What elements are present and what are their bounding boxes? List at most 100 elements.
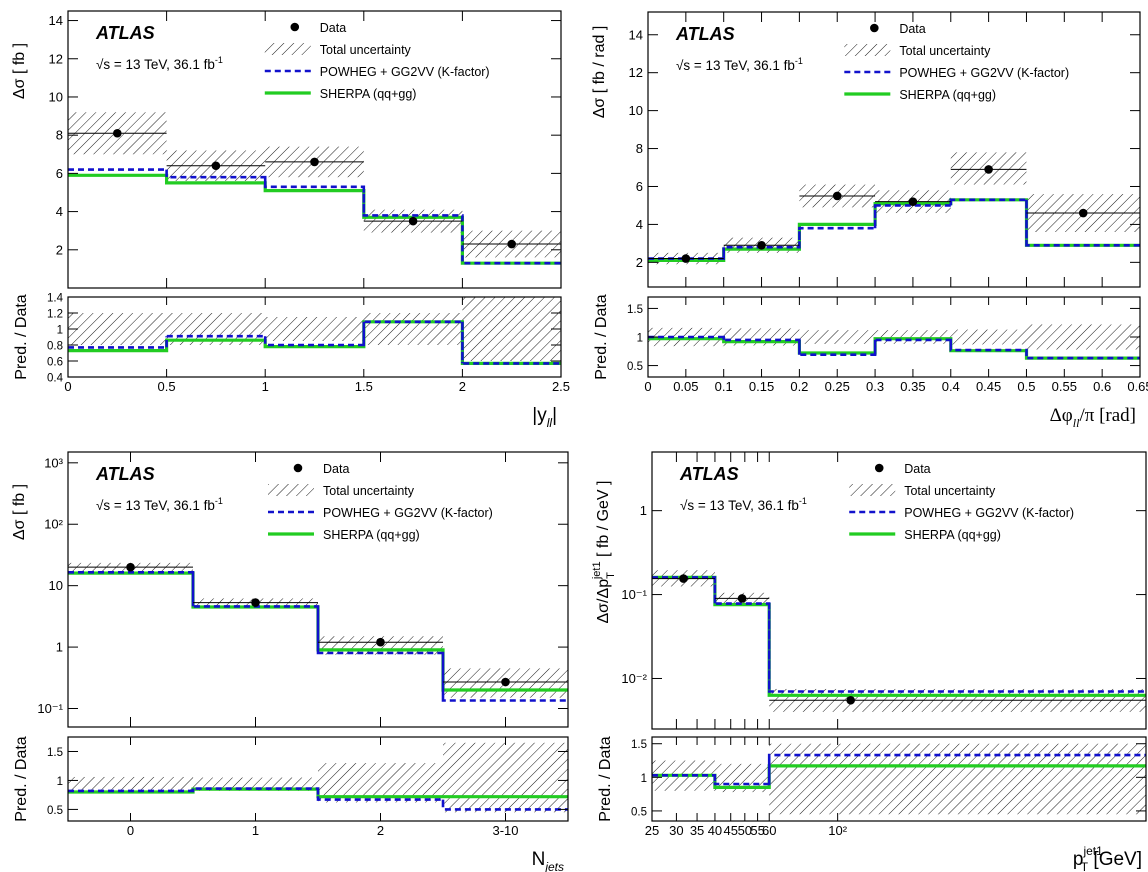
ptjet-data-point <box>846 695 855 705</box>
dphi-ratio-ylabel: Pred. / Data <box>593 294 610 379</box>
yll-ytick-label: 4 <box>56 204 63 219</box>
yll-legend-data-marker <box>290 22 300 32</box>
yll-ratio-uncertainty-band <box>68 313 167 345</box>
dphi-ratio-xtick-label: 0.15 <box>749 379 774 394</box>
yll-ytick-label: 2 <box>56 242 63 257</box>
njets-ratio-ylabel: Pred. / Data <box>13 736 30 821</box>
ptjet-ratio-ytick-label: 1.5 <box>631 739 647 751</box>
yll-ratio-ylabel: Pred. / Data <box>13 294 30 379</box>
dphi-legend-data-label: Data <box>899 22 925 36</box>
njets-ratio-uncertainty-band <box>443 742 568 813</box>
njets-ytick-label: 1 <box>56 640 63 655</box>
yll-energy-label: √s = 13 TeV, 36.1 fb-1 <box>96 55 223 72</box>
njets-legend: Data Total uncertainty POWHEG + GG2VV (K-f… <box>268 462 493 542</box>
njets-data-point <box>126 562 135 572</box>
njets-ratio-uncertainty-band <box>68 776 193 793</box>
ptjet-ratio-xtick-label: 35 <box>690 823 704 838</box>
ptjet-ytick-label: 10⁻² <box>621 671 647 686</box>
panel-dphi: 2 4 6 8 10 12 14 Δσ [ fb / rad ] 0 0.05 0.1 0.15 0.2… <box>591 11 1148 430</box>
dphi-legend-data-marker <box>870 23 879 33</box>
dphi-ratio-uncertainty-band <box>875 330 951 344</box>
panel-ptjet: 10⁻² 10⁻¹ 1 Δσ/ΔpTjet1 [ fb / GeV ] 25 30 35 40… <box>591 451 1147 872</box>
yll-ylabel: Δσ [ fb ] <box>11 43 28 99</box>
dphi-ratio-plot-area <box>648 324 1140 360</box>
njets-legend-uncertainty-label: Total uncertainty <box>323 484 415 498</box>
yll-ratio-xtick-label: 0 <box>64 379 71 394</box>
dphi-ratio-xtick-label: 0.45 <box>976 379 1001 394</box>
yll-ytick-label: 8 <box>56 128 63 143</box>
njets-atlas-label: ATLAS <box>95 464 155 484</box>
yll-ratio-powheg-line <box>68 320 561 365</box>
ptjet-ratio-ytick-label: 0.5 <box>631 806 647 818</box>
njets-ratio-xtick-label: 0 <box>127 823 134 838</box>
dphi-ratio-uncertainty-band <box>799 330 876 344</box>
dphi-ylabel: Δσ [ fb / rad ] <box>591 26 608 119</box>
dphi-ratio-xtick-label: 0.25 <box>825 379 850 394</box>
yll-data-point <box>113 128 122 138</box>
ptjet-ratio-frame <box>651 736 1147 822</box>
yll-ratio-frame <box>67 296 562 378</box>
yll-ytick-label: 10 <box>49 89 63 104</box>
ptjet-ratio-plot-area <box>652 743 1146 815</box>
ptjet-ylabel: Δσ/ΔpTjet1 [ fb / GeV ] <box>591 481 617 624</box>
ptjet-ratio-xtick-label: 55 <box>750 823 764 838</box>
dphi-ratio-xtick-label: 0.4 <box>942 379 960 394</box>
yll-ratio-ytick-label: 1 <box>57 325 63 337</box>
ptjet-ratio-ylabel: Pred. / Data <box>597 736 614 821</box>
yll-atlas-label: ATLAS <box>95 23 155 43</box>
yll-ratio-uncertainty-band <box>462 297 561 361</box>
dphi-atlas-label: ATLAS <box>675 24 735 44</box>
dphi-legend-uncertainty-label: Total uncertainty <box>899 44 991 58</box>
njets-xlabel: Njets <box>532 849 564 872</box>
ptjet-legend-data-marker <box>874 463 884 473</box>
njets-ratio-xtick-label: 2 <box>377 823 384 838</box>
ptjet-data-point <box>737 594 747 603</box>
yll-ytick-label: 6 <box>56 166 63 181</box>
panel-yll: 2 4 6 8 10 12 14 Δσ [ fb ] 0 0.5 1 1.5 2 2.5 0.4 0.6 0.8… <box>11 10 570 430</box>
yll-data-point <box>408 216 418 226</box>
yll-ratio-xtick-label: 0.5 <box>158 379 176 394</box>
dphi-frame <box>647 11 1141 288</box>
njets-ratio-xtick-label: 3-10 <box>492 823 518 838</box>
dphi-ratio-uncertainty-band <box>1026 324 1140 350</box>
ptjet-energy-label: √s = 13 TeV, 36.1 fb-1 <box>680 496 807 513</box>
ptjet-ratio-ytick-label: 1 <box>641 773 647 785</box>
dphi-data-point <box>832 191 842 201</box>
dphi-ratio-uncertainty-band <box>950 329 1027 345</box>
dphi-ratio-ytick-label: 0.5 <box>627 361 643 373</box>
njets-legend-data-marker <box>293 463 303 473</box>
dphi-xlabel: Δφll/π [rad] <box>1050 405 1136 430</box>
ptjet-xlabel: pjet1 T [GeV] <box>1073 844 1142 872</box>
dphi-ratio-xtick-label: 0.5 <box>1017 379 1035 394</box>
dphi-legend-powheg-label: POWHEG + GG2VV (K-factor) <box>899 66 1069 80</box>
ptjet-ratio-xtick-label: 10² <box>828 823 847 838</box>
njets-legend-powheg-label: POWHEG + GG2VV (K-factor) <box>323 506 493 520</box>
yll-legend-sherpa-label: SHERPA (qq+gg) <box>320 87 417 101</box>
dphi-ratio-ytick-label: 1 <box>637 333 643 345</box>
ptjet-ytick-label: 10⁻¹ <box>621 587 647 602</box>
yll-ratio-ytick-label: 0.8 <box>47 341 63 353</box>
dphi-data-point <box>681 254 691 263</box>
njets-ytick-label: 10 <box>49 578 63 593</box>
ptjet-plot-area <box>652 570 1146 712</box>
dphi-ratio-xtick-label: 0.35 <box>900 379 925 394</box>
njets-legend-uncertainty-swatch <box>268 484 314 496</box>
ptjet-ratio-xtick-label: 25 <box>645 823 659 838</box>
ptjet-ratio-xtick-label: 45 <box>723 823 737 838</box>
dphi-ratio-ytick-label: 1.5 <box>627 304 643 316</box>
ptjet-atlas-label: ATLAS <box>679 464 739 484</box>
njets-ratio-frame <box>67 736 569 822</box>
yll-powheg-line <box>68 168 561 265</box>
dphi-energy-label: √s = 13 TeV, 36.1 fb-1 <box>676 56 803 73</box>
njets-energy-label: √s = 13 TeV, 36.1 fb-1 <box>96 496 223 513</box>
dphi-ratio-xtick-label: 0 <box>644 379 651 394</box>
ptjet-ytick-label: 1 <box>640 503 647 518</box>
njets-ratio-ytick-label: 1.5 <box>47 747 63 759</box>
njets-frame <box>67 451 569 728</box>
yll-frame <box>67 10 562 289</box>
njets-ytick-label: 10² <box>44 517 63 532</box>
yll-legend-uncertainty-swatch <box>264 43 311 55</box>
yll-ratio-xtick-label: 2 <box>459 379 466 394</box>
yll-xlabel: |yll| <box>532 405 557 430</box>
